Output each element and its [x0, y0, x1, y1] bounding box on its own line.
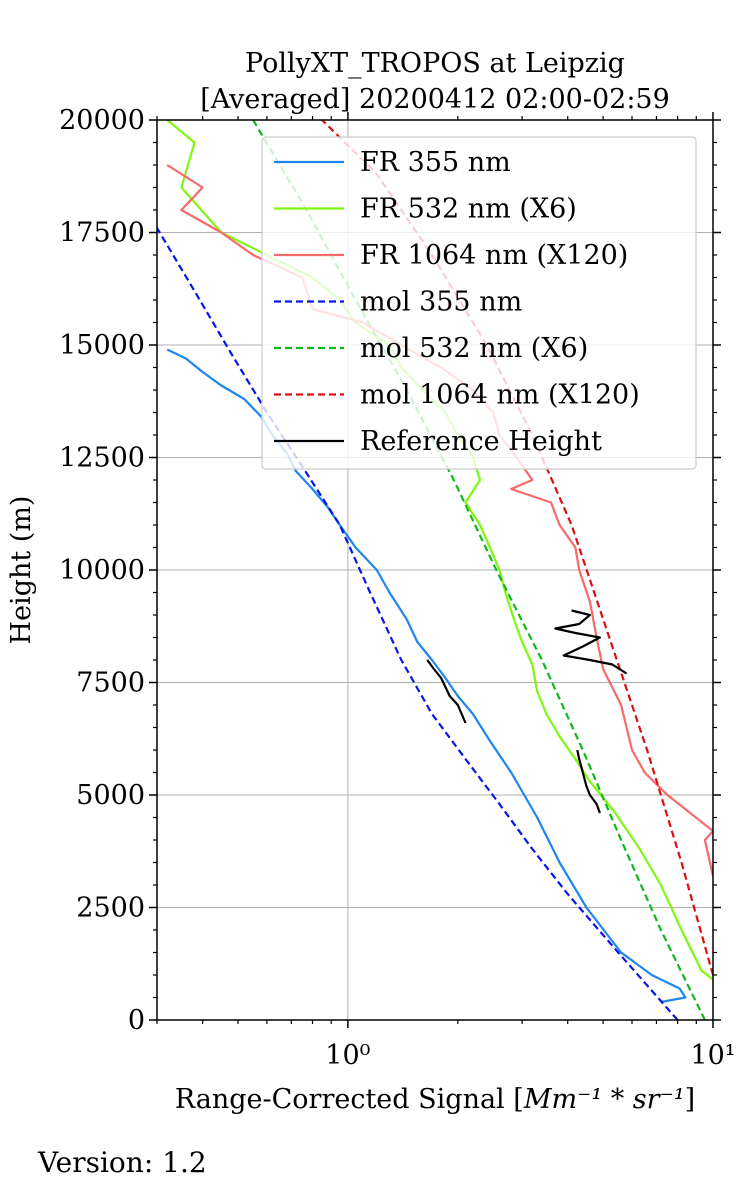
x-axis-label: Range-Corrected Signal [Mm⁻¹ * sr⁻¹] [175, 1084, 695, 1115]
axis-tick-labels: 0 2500 5000 7500 10000 12500 15000 17500 20000 10… [59, 105, 736, 1071]
x-axis-label-close: ] [685, 1084, 696, 1115]
y-tick-label: 2500 [76, 893, 145, 924]
y-tick-label: 7500 [76, 668, 145, 699]
series-line-mol-355-nm [157, 227, 679, 1020]
legend-label-reference-height: Reference Height [360, 426, 602, 457]
series-line-reference-height [576, 749, 601, 814]
legend-label-fr-1064-nm-x120: FR 1064 nm (X120) [360, 240, 628, 271]
legend-label-mol-355-nm: mol 355 nm [360, 287, 522, 318]
legend: FR 355 nm FR 532 nm (X6) FR 1064 nm (X120)… [261, 136, 697, 470]
legend-label-mol-1064-nm-x120: mol 1064 nm (X120) [360, 380, 640, 411]
legend-box [261, 136, 697, 470]
y-tick-label: 5000 [76, 780, 145, 811]
y-tick-label: 0 [128, 1005, 145, 1036]
y-axis-label: Height (m) [6, 496, 37, 645]
series-line-reference-height [426, 659, 467, 724]
x-axis-label-units: Mm⁻¹ * sr⁻¹ [523, 1084, 685, 1115]
y-tick-label: 10000 [59, 555, 145, 586]
chart-title: PollyXT_TROPOS at Leipzig [245, 48, 625, 79]
y-tick-label: 17500 [59, 218, 145, 249]
lidar-profile-chart: PollyXT_TROPOS at Leipzig [Averaged] 202… [6, 48, 736, 1115]
y-tick-label: 20000 [59, 105, 145, 136]
axis-ticks [149, 112, 721, 1028]
legend-label-mol-532-nm-x6: mol 532 nm (X6) [360, 333, 588, 364]
legend-label-fr-532-nm-x6: FR 532 nm (X6) [360, 194, 577, 225]
chart-subtitle: [Averaged] 20200412 02:00-02:59 [200, 84, 670, 115]
y-tick-label: 15000 [59, 330, 145, 361]
series-line-reference-height [554, 609, 628, 675]
version-label: Version: 1.2 [38, 1146, 207, 1179]
legend-label-fr-355-nm: FR 355 nm [360, 147, 511, 178]
x-tick-label: 10¹ [690, 1040, 735, 1071]
y-tick-label: 12500 [59, 443, 145, 474]
x-axis-label-text: Range-Corrected Signal [ [175, 1084, 524, 1115]
x-tick-label: 10⁰ [325, 1040, 370, 1071]
series-line-mol-532-nm-x6 [252, 120, 706, 1020]
